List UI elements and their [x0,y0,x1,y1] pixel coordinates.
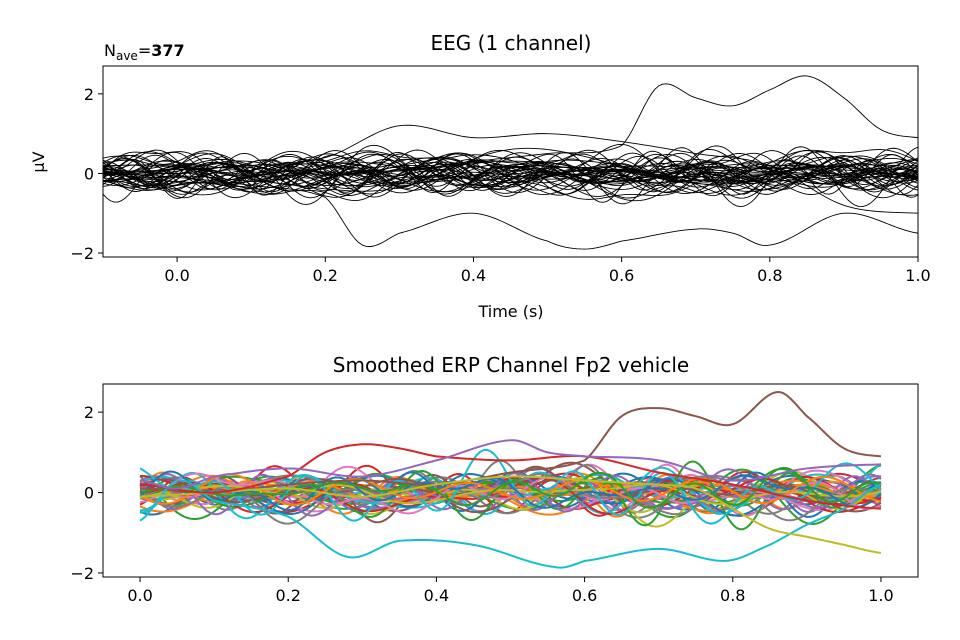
erp-series-line [140,475,882,554]
eeg-nave-annotation: Nave=377 [104,41,185,63]
erp-series-line [139,472,882,517]
erp-x-tick-label: 0.4 [424,586,449,605]
eeg-y-tick-label: −2 [70,244,94,263]
eeg-x-tick-label: 0.4 [461,266,486,285]
erp-series-lines [139,391,882,569]
eeg-series-line [103,154,918,187]
eeg-x-tick-label: 0.6 [609,266,634,285]
eeg-x-tick-label: 1.0 [905,266,930,285]
erp-series-line [139,439,881,490]
eeg-title: EEG (1 channel) [431,31,592,55]
eeg-series-line [103,162,918,196]
eeg-series-line [103,157,918,195]
erp-series-line [140,391,882,494]
nave-equals: = [138,41,151,60]
eeg-series-line [103,172,918,250]
erp-series-line [139,473,882,506]
erp-y-axis: −2 0 2 [70,403,103,583]
eeg-panel: EEG (1 channel) Nave=377 0.0 0.2 0.4 0.6 0.8… [29,31,931,321]
eeg-y-tick-label: 2 [84,85,94,104]
erp-axes-frame [102,383,919,578]
eeg-x-label: Time (s) [477,302,543,321]
eeg-series-line [103,124,918,214]
erp-y-tick-label: −2 [70,564,94,583]
eeg-x-tick-label: 0.2 [313,266,338,285]
eeg-series-line [103,145,918,199]
eeg-y-tick-label: 0 [84,164,94,183]
eeg-series-line [103,151,918,199]
erp-x-tick-label: 0.6 [572,586,597,605]
erp-y-tick-label: 2 [84,403,94,422]
eeg-series-line [103,152,918,192]
eeg-series-line [103,148,918,196]
erp-panel: Smoothed ERP Channel Fp2 vehicle 0.0 0.2 0… [70,353,919,605]
eeg-x-axis: 0.0 0.2 0.4 0.6 0.8 1.0 [164,257,931,285]
nave-subscript: ave [116,49,138,63]
eeg-y-axis: −2 0 2 [70,85,103,263]
eeg-axes-frame [102,65,919,258]
erp-x-tick-label: 1.0 [868,586,893,605]
eeg-x-tick-label: 0.0 [164,266,189,285]
nave-letter: N [104,41,116,60]
nave-value: 377 [151,41,184,60]
erp-x-tick-label: 0.2 [276,586,301,605]
eeg-series-line [103,164,918,189]
eeg-series-lines [103,75,918,250]
erp-x-tick-label: 0.8 [720,586,745,605]
erp-x-tick-label: 0.0 [127,586,152,605]
erp-x-axis: 0.0 0.2 0.4 0.6 0.8 1.0 [127,577,894,605]
eeg-y-label: µV [29,151,48,172]
erp-series-line [139,448,882,525]
erp-series-line [139,479,882,569]
eeg-series-line [103,159,918,186]
eeg-x-tick-label: 0.8 [757,266,782,285]
erp-y-tick-label: 0 [84,484,94,503]
erp-title: Smoothed ERP Channel Fp2 vehicle [333,353,689,377]
eeg-series-line [103,75,918,186]
erp-series-line [139,443,882,510]
eeg-series-line [103,157,918,187]
